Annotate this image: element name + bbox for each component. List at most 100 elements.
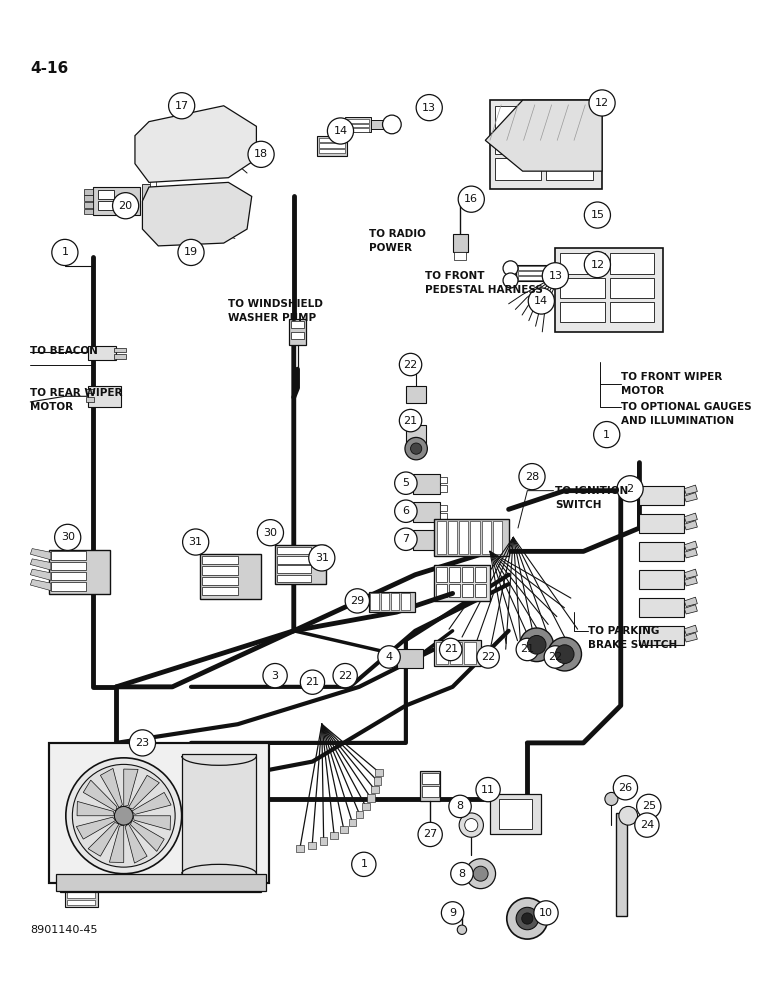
- Circle shape: [555, 645, 574, 663]
- Bar: [60, 879, 261, 892]
- Circle shape: [352, 852, 376, 876]
- Bar: [201, 554, 261, 599]
- Polygon shape: [125, 824, 147, 863]
- Bar: [449, 567, 460, 582]
- Circle shape: [544, 646, 567, 668]
- Circle shape: [263, 663, 287, 688]
- Circle shape: [584, 202, 611, 228]
- Polygon shape: [684, 577, 697, 586]
- Circle shape: [66, 758, 181, 874]
- Bar: [202, 577, 238, 585]
- Text: 8: 8: [459, 869, 466, 879]
- Circle shape: [418, 822, 442, 847]
- Bar: [51, 572, 86, 580]
- Text: SWITCH: SWITCH: [555, 500, 602, 510]
- Circle shape: [520, 628, 554, 662]
- Text: 3: 3: [272, 671, 279, 681]
- Bar: [51, 562, 86, 570]
- Bar: [439, 513, 447, 520]
- Bar: [495, 106, 541, 128]
- Bar: [340, 826, 347, 833]
- Text: 16: 16: [464, 194, 479, 204]
- Bar: [289, 319, 306, 345]
- Bar: [368, 120, 392, 129]
- Circle shape: [394, 472, 417, 494]
- Bar: [150, 180, 155, 190]
- Polygon shape: [30, 579, 51, 591]
- Text: MOTOR: MOTOR: [621, 386, 664, 396]
- Bar: [437, 521, 446, 554]
- Text: 5: 5: [402, 478, 409, 488]
- Bar: [150, 196, 155, 206]
- Text: 13: 13: [548, 271, 562, 281]
- Text: 26: 26: [618, 783, 632, 793]
- Text: 11: 11: [481, 785, 495, 795]
- Circle shape: [183, 529, 208, 555]
- Bar: [347, 128, 370, 132]
- Text: 20: 20: [119, 201, 133, 211]
- Bar: [462, 584, 473, 597]
- Circle shape: [178, 239, 204, 266]
- Bar: [347, 124, 370, 127]
- Bar: [449, 584, 460, 597]
- Bar: [277, 565, 310, 573]
- Bar: [181, 754, 256, 876]
- Bar: [88, 346, 117, 360]
- Text: TO WINDSHIELD: TO WINDSHIELD: [229, 299, 323, 309]
- Text: 21: 21: [444, 644, 458, 654]
- Bar: [475, 567, 486, 582]
- Bar: [439, 505, 447, 511]
- Circle shape: [345, 589, 370, 613]
- Circle shape: [257, 520, 283, 546]
- Text: 25: 25: [642, 801, 656, 811]
- Bar: [490, 794, 541, 834]
- Circle shape: [584, 251, 611, 278]
- Circle shape: [534, 901, 558, 925]
- Bar: [560, 278, 605, 298]
- Polygon shape: [684, 605, 697, 614]
- Bar: [97, 190, 114, 199]
- Bar: [202, 566, 238, 575]
- Bar: [639, 570, 684, 589]
- Circle shape: [399, 409, 422, 432]
- Bar: [296, 845, 303, 852]
- Text: 17: 17: [174, 101, 188, 111]
- Circle shape: [168, 93, 195, 119]
- Text: 12: 12: [591, 260, 604, 270]
- Circle shape: [333, 663, 357, 688]
- Bar: [65, 891, 97, 907]
- Text: 6: 6: [402, 506, 409, 516]
- Polygon shape: [30, 549, 51, 560]
- Bar: [56, 874, 266, 891]
- Bar: [413, 502, 439, 522]
- Text: 8: 8: [456, 801, 464, 811]
- Bar: [142, 184, 150, 212]
- Bar: [202, 556, 238, 564]
- Circle shape: [619, 806, 638, 825]
- Bar: [349, 819, 356, 826]
- Circle shape: [503, 261, 518, 276]
- Bar: [88, 386, 121, 407]
- Text: TO REAR WIPER: TO REAR WIPER: [30, 388, 123, 398]
- Bar: [413, 530, 439, 550]
- Bar: [434, 640, 481, 666]
- Circle shape: [439, 638, 462, 661]
- Bar: [356, 811, 364, 818]
- Bar: [434, 565, 490, 601]
- Text: 2: 2: [627, 484, 634, 494]
- Bar: [320, 837, 327, 845]
- Circle shape: [114, 806, 133, 825]
- Bar: [448, 521, 457, 554]
- Polygon shape: [684, 541, 697, 550]
- Bar: [518, 271, 554, 275]
- Circle shape: [637, 794, 661, 819]
- Bar: [422, 773, 438, 784]
- Circle shape: [416, 95, 442, 121]
- Bar: [319, 149, 345, 153]
- Polygon shape: [684, 513, 697, 522]
- Bar: [51, 551, 86, 560]
- Bar: [434, 519, 509, 556]
- Circle shape: [113, 193, 139, 219]
- Bar: [482, 521, 491, 554]
- Bar: [439, 477, 447, 483]
